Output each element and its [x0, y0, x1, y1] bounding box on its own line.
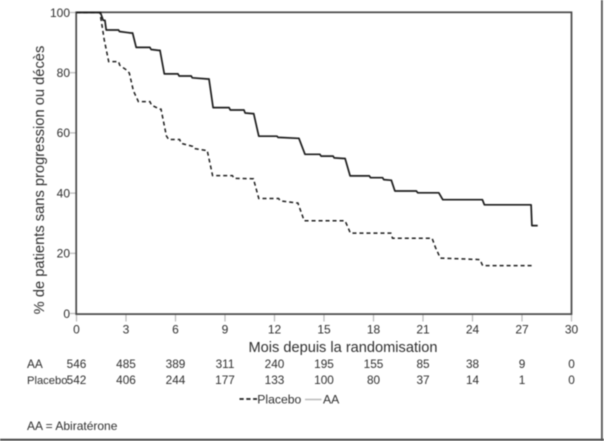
svg-text:80: 80	[367, 373, 381, 387]
svg-text:195: 195	[314, 357, 334, 371]
svg-text:1: 1	[519, 373, 526, 387]
svg-text:38: 38	[466, 357, 480, 371]
svg-text:12: 12	[268, 322, 282, 336]
svg-text:3: 3	[123, 322, 130, 336]
svg-text:0: 0	[568, 373, 575, 387]
svg-text:15: 15	[317, 322, 331, 336]
svg-text:0: 0	[63, 307, 70, 321]
svg-text:14: 14	[466, 373, 480, 387]
svg-text:20: 20	[57, 247, 71, 261]
svg-text:6: 6	[172, 322, 179, 336]
svg-text:24: 24	[466, 322, 480, 336]
svg-text:155: 155	[364, 357, 384, 371]
svg-text:30: 30	[565, 322, 579, 336]
svg-text:21: 21	[416, 322, 430, 336]
svg-text:Mois depuis la randomisation: Mois depuis la randomisation	[248, 340, 437, 356]
svg-text:0: 0	[568, 357, 575, 371]
svg-text:100: 100	[50, 6, 70, 20]
svg-text:37: 37	[416, 373, 429, 387]
svg-text:AA: AA	[27, 357, 43, 371]
svg-text:AA: AA	[323, 393, 340, 407]
svg-text:485: 485	[116, 357, 136, 371]
svg-text:542: 542	[67, 373, 87, 387]
svg-text:177: 177	[215, 373, 235, 387]
svg-text:% de patients sans progression: % de patients sans progression ou décès	[32, 46, 48, 315]
svg-text:27: 27	[515, 322, 529, 336]
svg-text:133: 133	[265, 373, 285, 387]
svg-text:AA = Abiratérone: AA = Abiratérone	[27, 419, 118, 433]
svg-text:60: 60	[57, 126, 71, 140]
svg-text:80: 80	[57, 66, 71, 80]
svg-text:18: 18	[367, 322, 381, 336]
svg-text:40: 40	[57, 186, 71, 200]
svg-text:9: 9	[222, 322, 229, 336]
svg-text:85: 85	[416, 357, 430, 371]
svg-text:240: 240	[265, 357, 285, 371]
svg-text:100: 100	[314, 373, 334, 387]
svg-text:0: 0	[73, 322, 80, 336]
svg-text:9: 9	[519, 357, 526, 371]
svg-text:Placebo: Placebo	[257, 393, 301, 407]
svg-text:546: 546	[67, 357, 87, 371]
svg-text:406: 406	[116, 373, 136, 387]
svg-text:311: 311	[216, 357, 235, 371]
svg-text:Placebo: Placebo	[27, 375, 67, 387]
svg-text:244: 244	[166, 373, 186, 387]
svg-text:389: 389	[166, 357, 186, 371]
